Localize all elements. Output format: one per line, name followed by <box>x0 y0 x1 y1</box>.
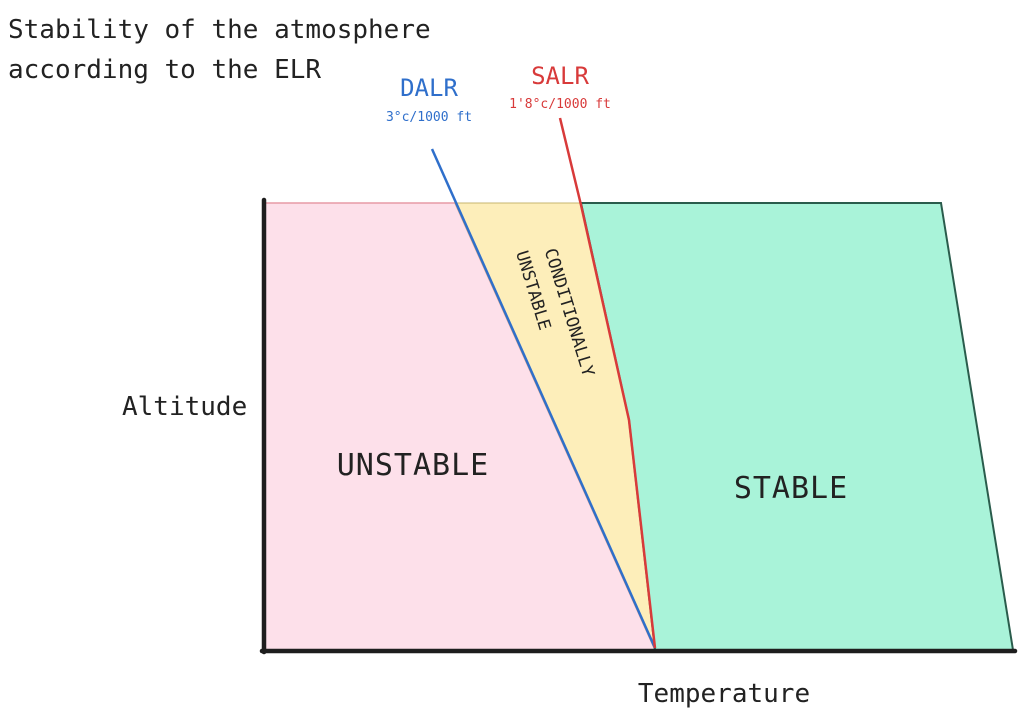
salr-label: SALR <box>531 62 589 90</box>
title-line-1: Stability of the atmosphere <box>8 15 431 45</box>
stable-label: STABLE <box>734 471 848 506</box>
salr-line <box>558 117 657 649</box>
unstable-label: UNSTABLE <box>337 448 490 483</box>
y-axis-label: Altitude <box>122 392 247 422</box>
dalr-label: DALR <box>400 74 458 102</box>
x-axis-label: Temperature <box>638 679 810 709</box>
salr-rate-label: 1'8°c/1000 ft <box>509 97 611 112</box>
title-line-2: according to the ELR <box>8 55 321 85</box>
dalr-rate-label: 3°c/1000 ft <box>386 110 472 125</box>
dalr-line <box>430 148 657 649</box>
